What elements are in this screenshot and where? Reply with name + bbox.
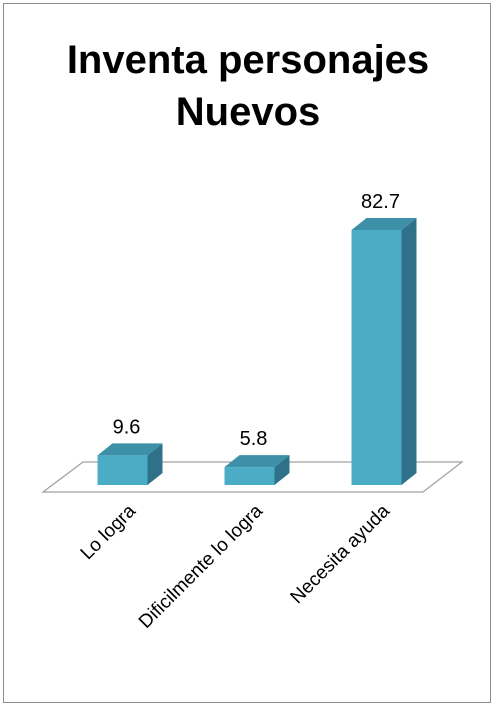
bar-side-1 <box>274 455 290 485</box>
bar-1 <box>224 455 290 485</box>
bar-top-2 <box>351 218 417 230</box>
value-label-2: 82.7 <box>361 191 400 213</box>
chart-title: Inventa personajes Nuevos <box>0 34 496 138</box>
bar-front-1 <box>224 467 275 485</box>
bar-top-0 <box>97 443 163 456</box>
chart-title-line-1: Inventa personajes <box>66 38 430 82</box>
tick-label-2: Necesita ayuda <box>287 500 395 608</box>
value-label-0: 9.6 <box>113 416 141 438</box>
bar-0 <box>97 443 163 485</box>
bars-group <box>97 218 417 485</box>
bar-side-0 <box>147 443 163 485</box>
value-label-1: 5.8 <box>240 428 268 450</box>
bar-2 <box>351 218 417 485</box>
bar-front-0 <box>97 455 148 485</box>
tick-label-1: Dificilmente lo logra <box>135 500 267 632</box>
tick-label-0: Lo logra <box>77 500 141 564</box>
bar-side-2 <box>401 218 417 485</box>
value-labels-group: 9.6 5.8 82.7 <box>113 191 400 450</box>
bar-top-1 <box>224 455 290 468</box>
chart-title-line-2: Nuevos <box>175 90 321 134</box>
bar-front-2 <box>351 230 402 485</box>
